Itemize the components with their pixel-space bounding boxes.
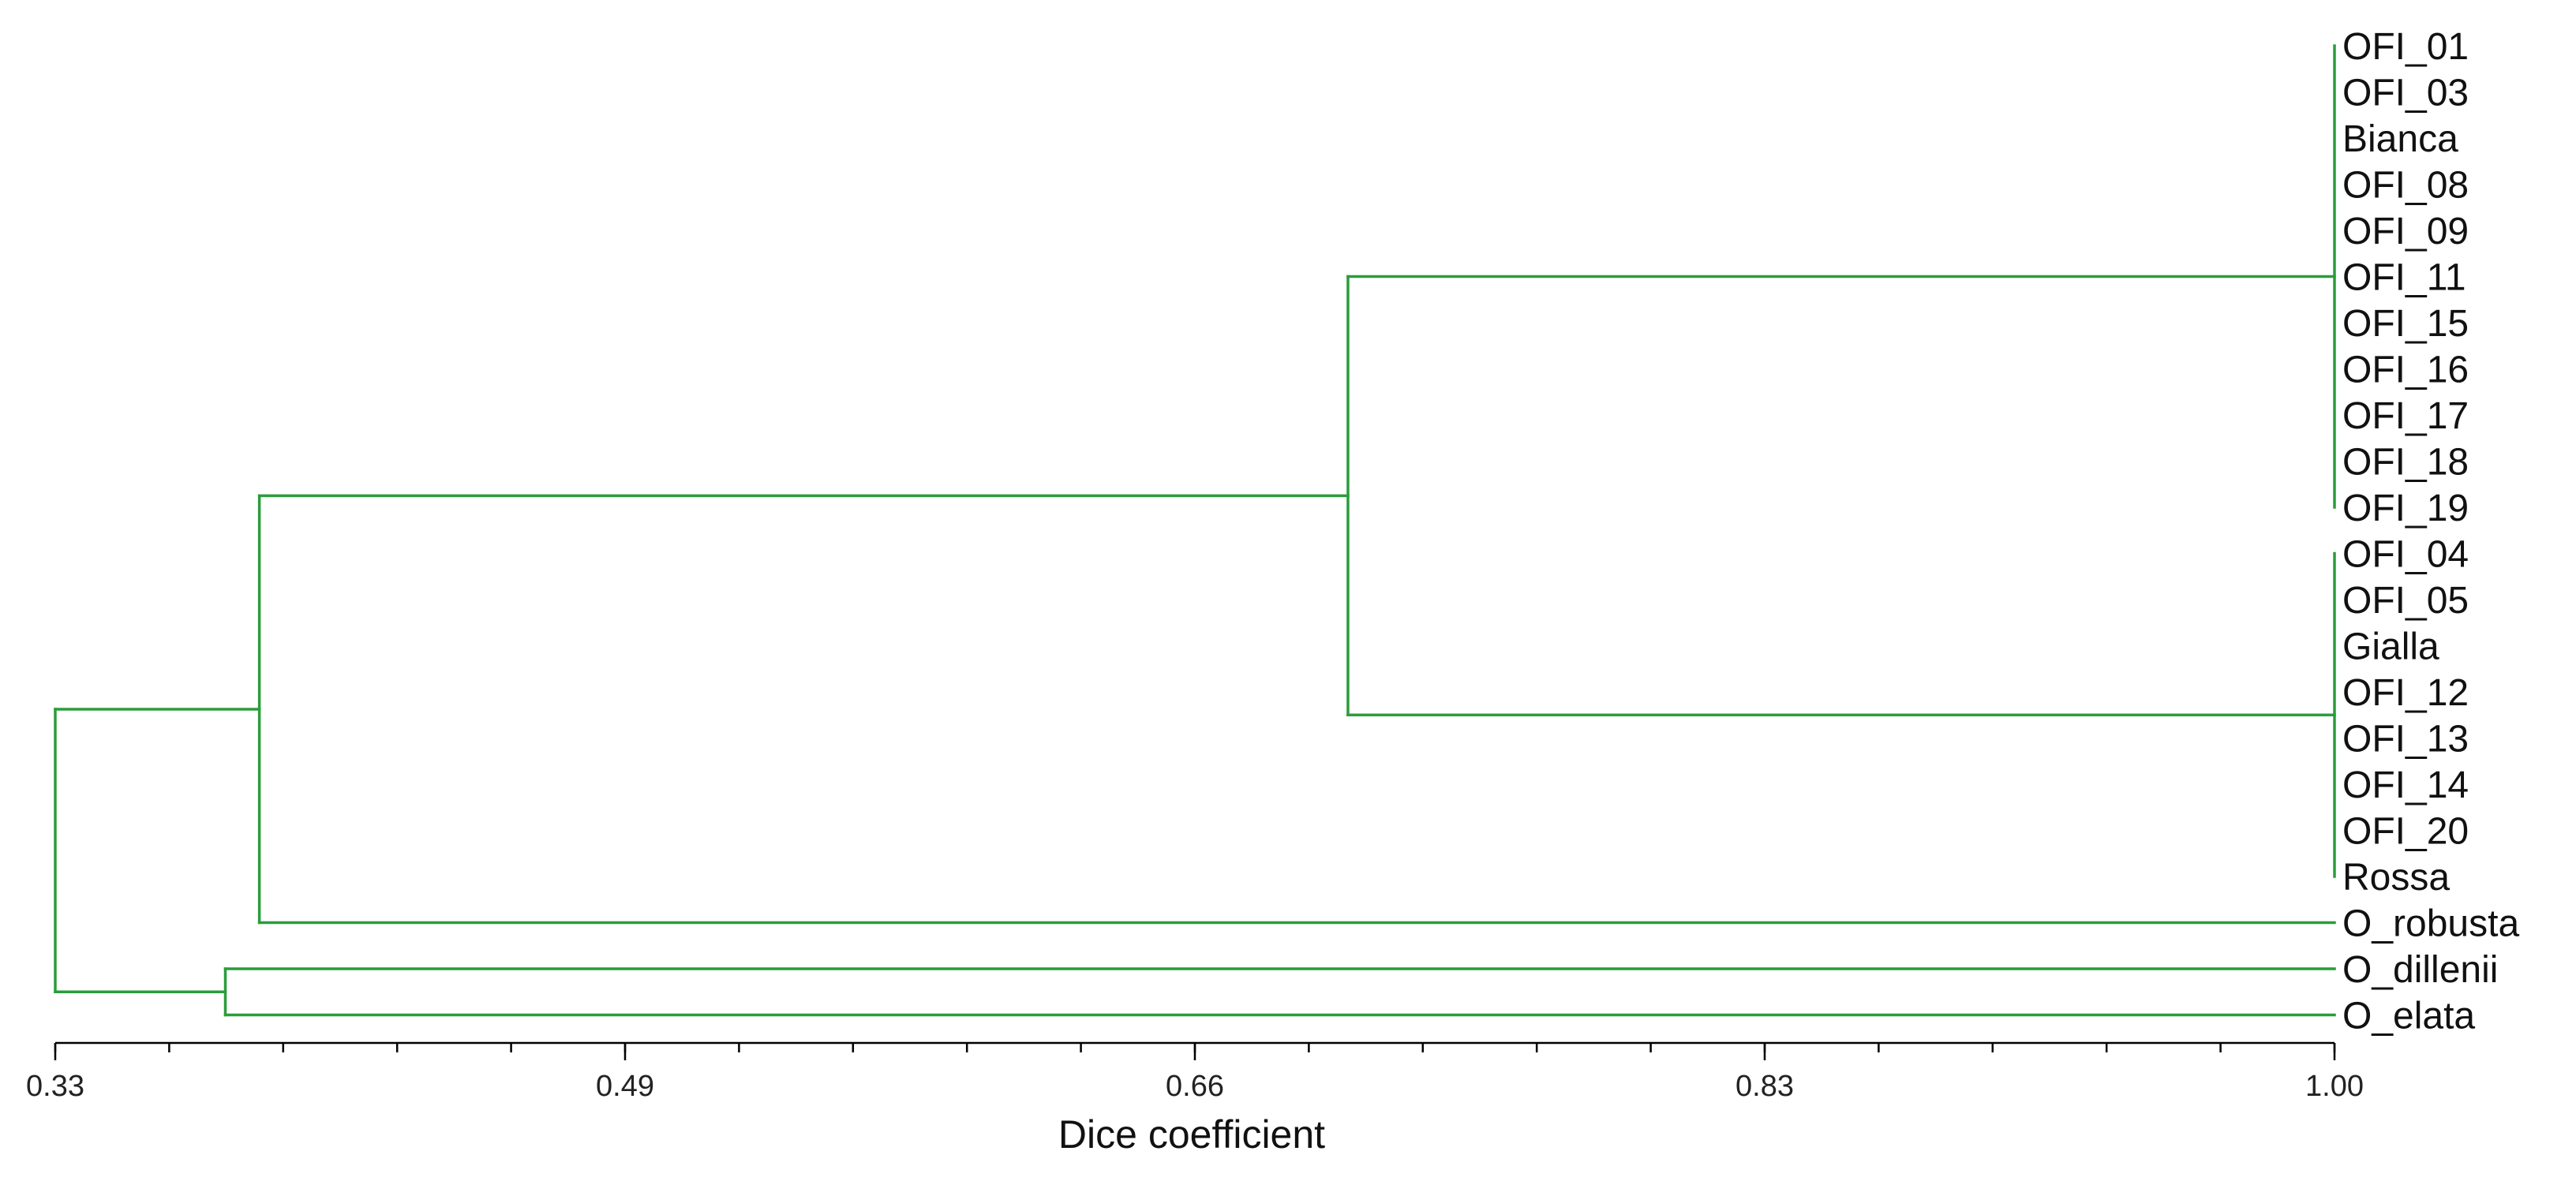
leaf-label: OFI_09 xyxy=(2342,211,2469,252)
x-axis-tick-label: 0.83 xyxy=(1735,1070,1794,1103)
leaf-label: OFI_04 xyxy=(2342,534,2469,576)
leaf-label: O_dillenii xyxy=(2342,949,2498,991)
x-axis-title: Dice coefficient xyxy=(1058,1112,1325,1157)
x-axis-major-ticks xyxy=(54,1043,2336,1060)
leaf-label: OFI_17 xyxy=(2342,395,2469,437)
leaf-label: OFI_15 xyxy=(2342,303,2469,345)
leaf-label: OFI_13 xyxy=(2342,719,2469,761)
leaf-label: O_elata xyxy=(2342,996,2475,1037)
leaf-label: OFI_12 xyxy=(2342,672,2469,714)
x-axis: 0.33 0.49 0.66 0.83 1.00 xyxy=(26,1041,2364,1103)
leaf-label: OFI_18 xyxy=(2342,442,2469,484)
dendrogram-branches xyxy=(54,44,2336,1017)
leaf-label: OFI_14 xyxy=(2342,764,2469,806)
leaf-label: O_robusta xyxy=(2342,903,2519,945)
leaf-label: OFI_05 xyxy=(2342,580,2469,622)
leaf-label: OFI_16 xyxy=(2342,349,2469,391)
x-axis-tick-label: 0.66 xyxy=(1166,1070,1224,1103)
leaf-label: OFI_11 xyxy=(2342,257,2466,299)
leaf-label: Rossa xyxy=(2342,857,2450,899)
x-axis-tick-label: 1.00 xyxy=(2305,1070,2364,1103)
leaf-label: OFI_19 xyxy=(2342,488,2469,529)
leaf-label: OFI_20 xyxy=(2342,811,2469,853)
x-axis-tick-labels: 0.33 0.49 0.66 0.83 1.00 xyxy=(26,1070,2364,1103)
leaf-label: Bianca xyxy=(2342,118,2458,160)
leaf-label: OFI_03 xyxy=(2342,73,2469,114)
leaf-label: OFI_01 xyxy=(2342,26,2469,68)
x-axis-tick-label: 0.33 xyxy=(26,1070,84,1103)
leaf-label: Gialla xyxy=(2342,626,2439,668)
leaf-label: OFI_08 xyxy=(2342,165,2469,207)
leaf-labels: OFI_01OFI_03BiancaOFI_08OFI_09OFI_11OFI_… xyxy=(2342,26,2519,1037)
x-axis-tick-label: 0.49 xyxy=(596,1070,654,1103)
